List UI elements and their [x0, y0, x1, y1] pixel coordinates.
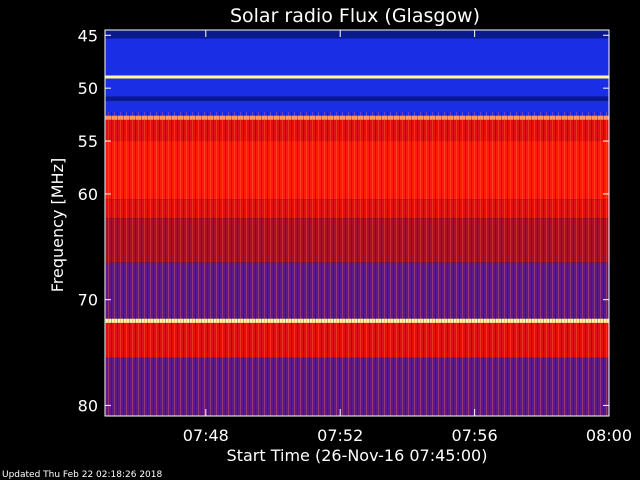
band-5	[105, 100, 609, 116]
updated-timestamp: Updated Thu Feb 22 02:18:26 2018	[2, 470, 163, 480]
y-tick-label-45: 45	[78, 26, 98, 45]
plot-frame	[104, 29, 610, 417]
band-1	[105, 38, 609, 76]
band-4	[105, 96, 609, 101]
x-axis-ticks: 07:48 07:52 07:56 08:00	[183, 30, 632, 445]
band-0	[105, 30, 609, 39]
y-tick-label-60: 60	[78, 185, 98, 204]
texture-overlay	[105, 112, 609, 416]
y-axis-label: Frequency [MHz]	[48, 158, 67, 292]
y-axis-ticks: 45 50 55 60 70 80	[78, 26, 609, 415]
chart-title: Solar radio Flux (Glasgow)	[230, 5, 480, 27]
band-2	[105, 75, 609, 79]
x-tick-label-7: 07:52	[317, 426, 363, 445]
x-tick-label-3: 07:48	[183, 426, 229, 445]
band-3	[105, 78, 609, 97]
x-tick-label-11: 07:56	[452, 426, 498, 445]
x-axis-label: Start Time (26-Nov-16 07:45:00)	[227, 446, 488, 465]
y-tick-label-80: 80	[78, 396, 98, 415]
y-tick-label-55: 55	[78, 132, 98, 151]
y-tick-label-50: 50	[78, 79, 98, 98]
y-tick-label-70: 70	[78, 291, 98, 310]
x-tick-label-15: 08:00	[586, 426, 632, 445]
